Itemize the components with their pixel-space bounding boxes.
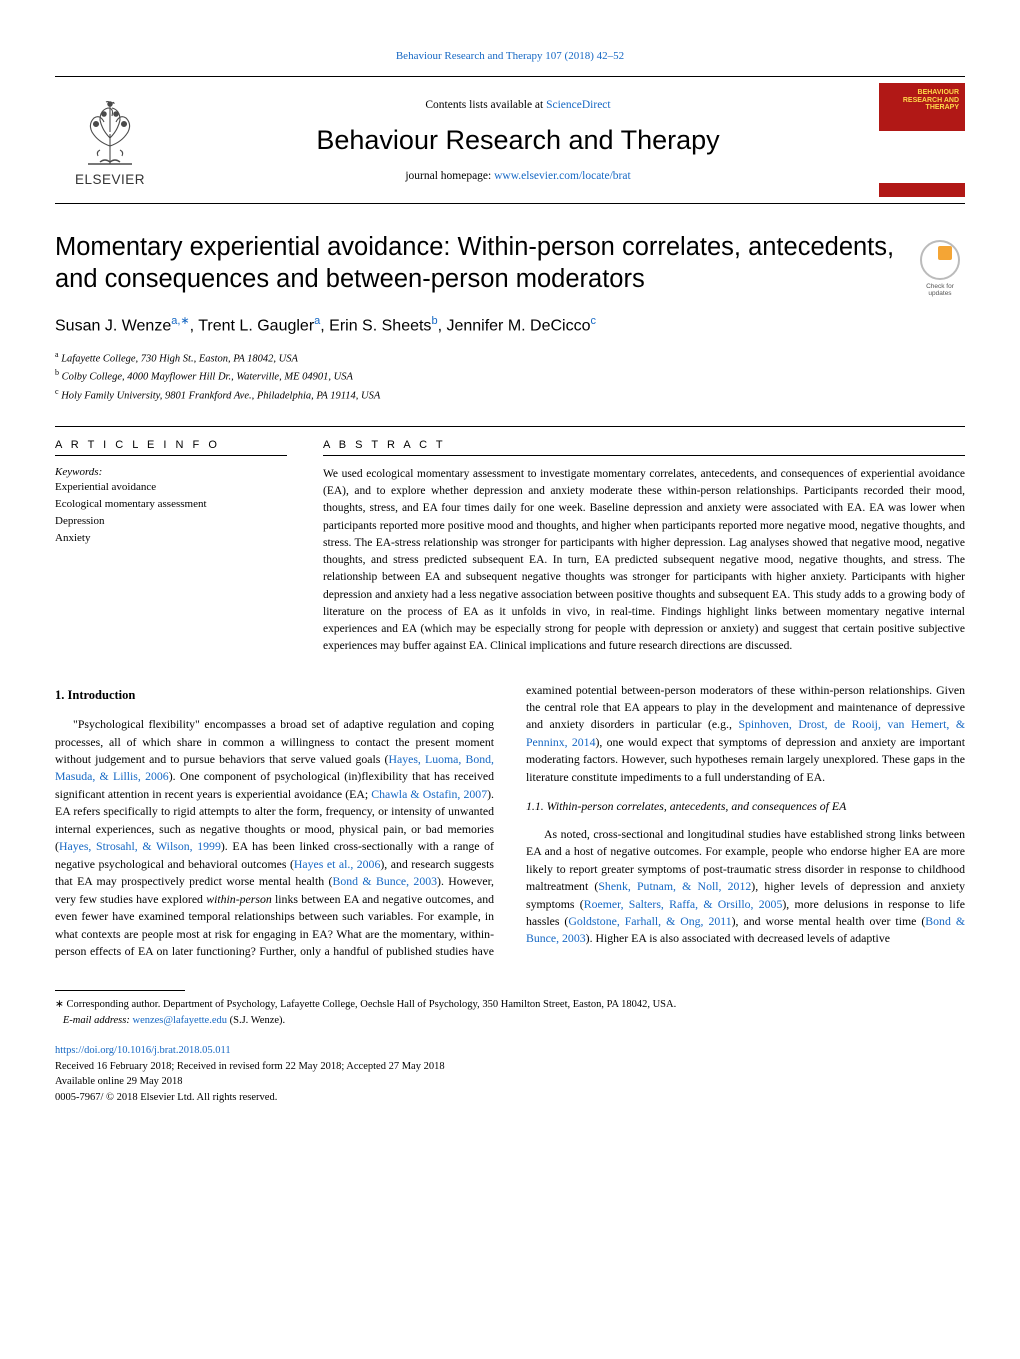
subsection-heading: 1.1. Within-person correlates, anteceden… — [526, 798, 965, 815]
doi-link[interactable]: https://doi.org/10.1016/j.brat.2018.05.0… — [55, 1045, 231, 1056]
body-paragraph: As noted, cross-sectional and longitudin… — [526, 826, 965, 948]
abstract-text: We used ecological momentary assessment … — [323, 466, 965, 656]
email-link[interactable]: wenzes@lafayette.edu — [132, 1015, 227, 1026]
footer: https://doi.org/10.1016/j.brat.2018.05.0… — [55, 1043, 965, 1106]
contents-line: Contents lists available at ScienceDirec… — [165, 99, 871, 111]
citation-link[interactable]: Hayes, Strosahl, & Wilson, 1999 — [59, 839, 221, 853]
journal-homepage-link[interactable]: www.elsevier.com/locate/brat — [494, 170, 631, 182]
authors-line: Susan J. Wenzea,∗, Trent L. Gauglera, Er… — [55, 314, 965, 335]
citation-link[interactable]: Chawla & Ostafin, 2007 — [371, 787, 487, 801]
updates-circle-icon — [920, 240, 960, 280]
affil-link[interactable]: c — [591, 315, 597, 327]
body-text: 1. Introduction "Psychological flexibili… — [55, 682, 965, 961]
keywords-list: Experiential avoidance Ecological moment… — [55, 479, 287, 547]
publisher-name: ELSEVIER — [75, 172, 145, 187]
article-info-label: A R T I C L E I N F O — [55, 439, 287, 451]
affil-link[interactable]: a — [314, 315, 320, 327]
corresponding-author-footnote: ∗ Corresponding author. Department of Ps… — [55, 997, 965, 1029]
journal-name: Behaviour Research and Therapy — [165, 125, 871, 156]
citation-link[interactable]: Hayes et al., 2006 — [294, 857, 380, 871]
publisher-logo: ELSEVIER — [55, 94, 165, 187]
elsevier-tree-icon — [70, 94, 150, 170]
keywords-label: Keywords: — [55, 466, 287, 478]
citation-link[interactable]: Goldstone, Farhall, & Ong, 2011 — [568, 914, 731, 928]
section-heading: 1. Introduction — [55, 686, 494, 705]
top-citation: Behaviour Research and Therapy 107 (2018… — [55, 50, 965, 62]
journal-cover: BEHAVIOUR RESEARCH AND THERAPY — [879, 83, 965, 197]
homepage-line: journal homepage: www.elsevier.com/locat… — [165, 170, 871, 182]
journal-header: ELSEVIER Contents lists available at Sci… — [55, 76, 965, 204]
citation-link[interactable]: Shenk, Putnam, & Noll, 2012 — [598, 879, 751, 893]
abstract-label: A B S T R A C T — [323, 439, 965, 451]
affiliations: a Lafayette College, 730 High St., Easto… — [55, 349, 965, 404]
citation-link[interactable]: Roemer, Salters, Raffa, & Orsillo, 2005 — [584, 897, 783, 911]
citation-link[interactable]: Bond & Bunce, 2003 — [332, 874, 437, 888]
sciencedirect-link[interactable]: ScienceDirect — [546, 99, 611, 111]
check-updates-badge[interactable]: Check forupdates — [915, 240, 965, 297]
top-citation-link[interactable]: Behaviour Research and Therapy 107 (2018… — [396, 50, 624, 62]
affil-link[interactable]: b — [431, 315, 437, 327]
corr-link[interactable]: ∗ — [180, 315, 189, 327]
article-title: Momentary experiential avoidance: Within… — [55, 232, 965, 296]
